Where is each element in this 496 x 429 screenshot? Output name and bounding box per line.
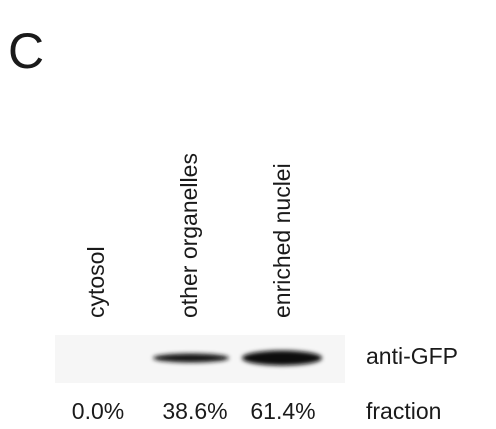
fraction-value: 0.0% [72, 398, 124, 424]
blot-label: anti-GFP [366, 343, 458, 369]
lane-label: other organelles [176, 153, 202, 318]
fraction-value: 38.6% [162, 398, 227, 424]
panel-label: C [8, 23, 44, 79]
band [242, 351, 322, 366]
figure-panel: C cytosol other organelles enriched nucl… [0, 0, 496, 429]
lane-label: cytosol [83, 246, 109, 318]
fraction-label: fraction [366, 398, 441, 424]
lane-label: enriched nuclei [269, 163, 295, 318]
fraction-value: 61.4% [250, 398, 315, 424]
page: {"panel": "C", "lanes": ["cytosol", "oth… [0, 0, 496, 429]
band [153, 354, 229, 363]
